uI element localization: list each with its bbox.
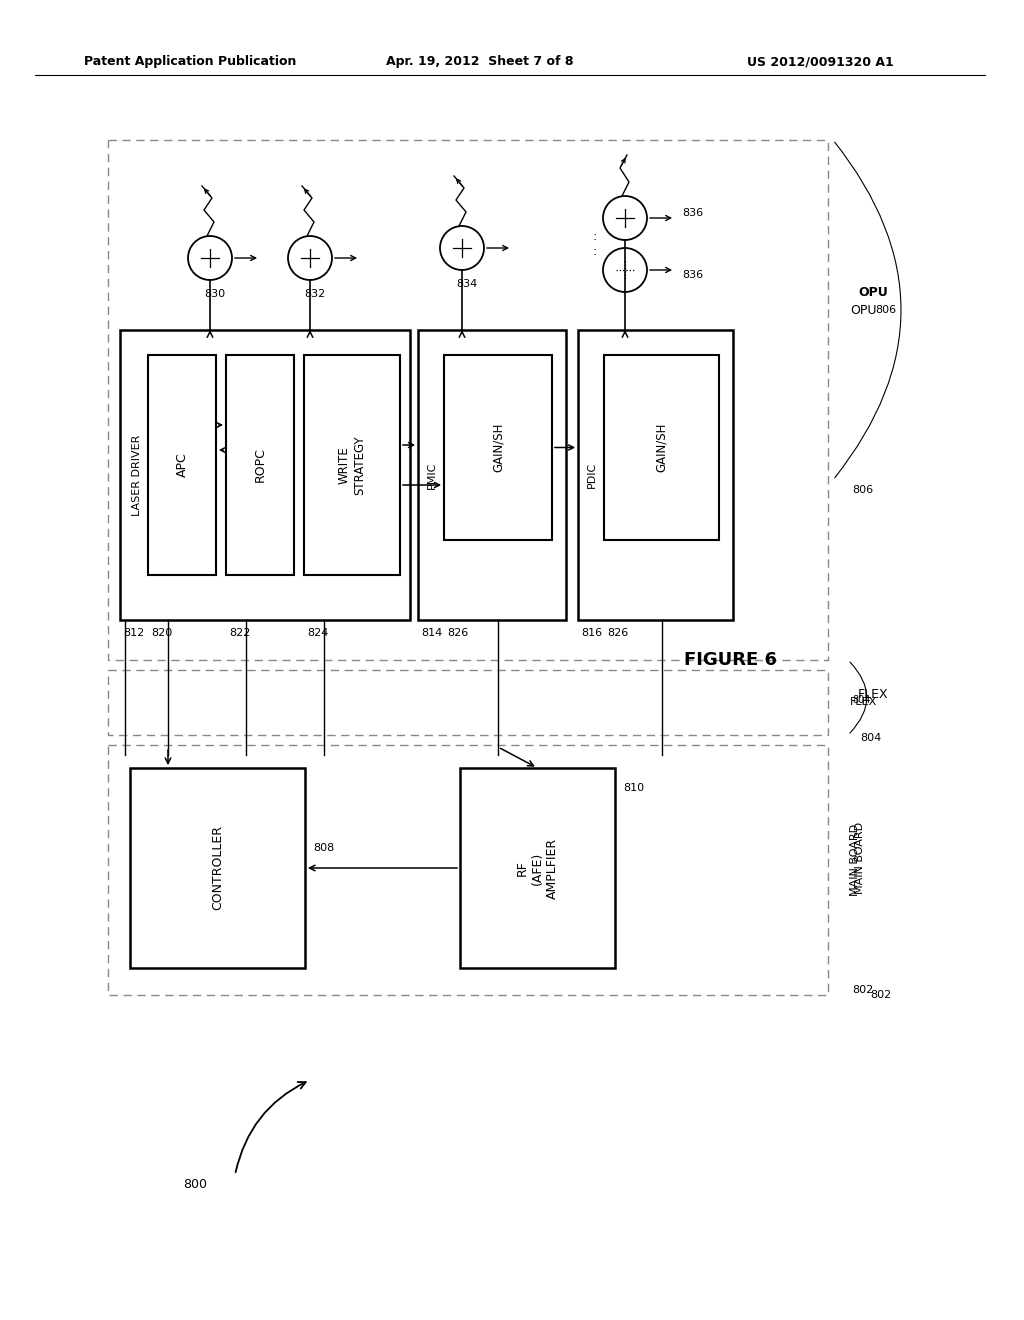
- Text: 826: 826: [607, 628, 629, 638]
- Bar: [444, 355, 552, 540]
- Text: PDIC: PDIC: [587, 462, 597, 488]
- Text: WRITE
STRATEGY: WRITE STRATEGY: [338, 436, 366, 495]
- Text: US 2012/0091320 A1: US 2012/0091320 A1: [746, 55, 893, 69]
- Text: ROPC: ROPC: [254, 447, 266, 482]
- Bar: [108, 140, 828, 660]
- Text: APC: APC: [175, 453, 188, 478]
- Text: OPU: OPU: [850, 304, 877, 317]
- Text: 834: 834: [457, 279, 477, 289]
- Text: 810: 810: [623, 783, 644, 793]
- Bar: [460, 768, 615, 968]
- Text: Apr. 19, 2012  Sheet 7 of 8: Apr. 19, 2012 Sheet 7 of 8: [386, 55, 573, 69]
- Text: 830: 830: [205, 289, 225, 300]
- Text: PMIC: PMIC: [427, 461, 437, 488]
- Text: 802: 802: [852, 985, 873, 995]
- Bar: [604, 355, 719, 540]
- Text: 822: 822: [229, 628, 251, 638]
- Bar: [120, 330, 410, 620]
- Text: FLEX: FLEX: [858, 689, 889, 701]
- Text: 808: 808: [313, 843, 334, 853]
- Text: 820: 820: [151, 628, 172, 638]
- Text: Patent Application Publication: Patent Application Publication: [84, 55, 296, 69]
- Text: RF
(AFE)
AMPLFIER: RF (AFE) AMPLFIER: [516, 837, 559, 899]
- Text: 806: 806: [874, 305, 896, 315]
- Bar: [130, 768, 305, 968]
- Bar: [148, 355, 216, 576]
- Text: 816: 816: [581, 628, 602, 638]
- Text: GAIN/SH: GAIN/SH: [655, 422, 668, 473]
- Text: MAIN BOARD: MAIN BOARD: [855, 822, 865, 894]
- Text: 804: 804: [860, 733, 882, 743]
- Text: 812: 812: [123, 628, 144, 638]
- Bar: [226, 355, 294, 576]
- Bar: [418, 330, 566, 620]
- Bar: [108, 671, 828, 735]
- Text: 826: 826: [447, 628, 468, 638]
- Text: LASER DRIVER: LASER DRIVER: [132, 434, 142, 516]
- Text: 804: 804: [852, 696, 870, 705]
- Bar: [304, 355, 400, 576]
- Bar: [108, 744, 828, 995]
- Bar: [578, 330, 733, 620]
- Text: 800: 800: [183, 1179, 207, 1192]
- Text: 802: 802: [870, 990, 891, 1001]
- Text: OPU: OPU: [858, 285, 888, 298]
- Text: FLEX: FLEX: [850, 697, 878, 708]
- Text: GAIN/SH: GAIN/SH: [492, 422, 505, 473]
- Text: 836: 836: [682, 271, 703, 280]
- Text: FIGURE 6: FIGURE 6: [683, 651, 776, 669]
- Text: MAIN BOARD: MAIN BOARD: [850, 824, 860, 896]
- Text: 836: 836: [682, 209, 703, 218]
- Text: 814: 814: [421, 628, 442, 638]
- Text: 824: 824: [307, 628, 329, 638]
- Text: CONTROLLER: CONTROLLER: [211, 825, 224, 911]
- Text: :
:: : :: [593, 230, 597, 257]
- Text: 806: 806: [852, 484, 873, 495]
- Text: 832: 832: [304, 289, 326, 300]
